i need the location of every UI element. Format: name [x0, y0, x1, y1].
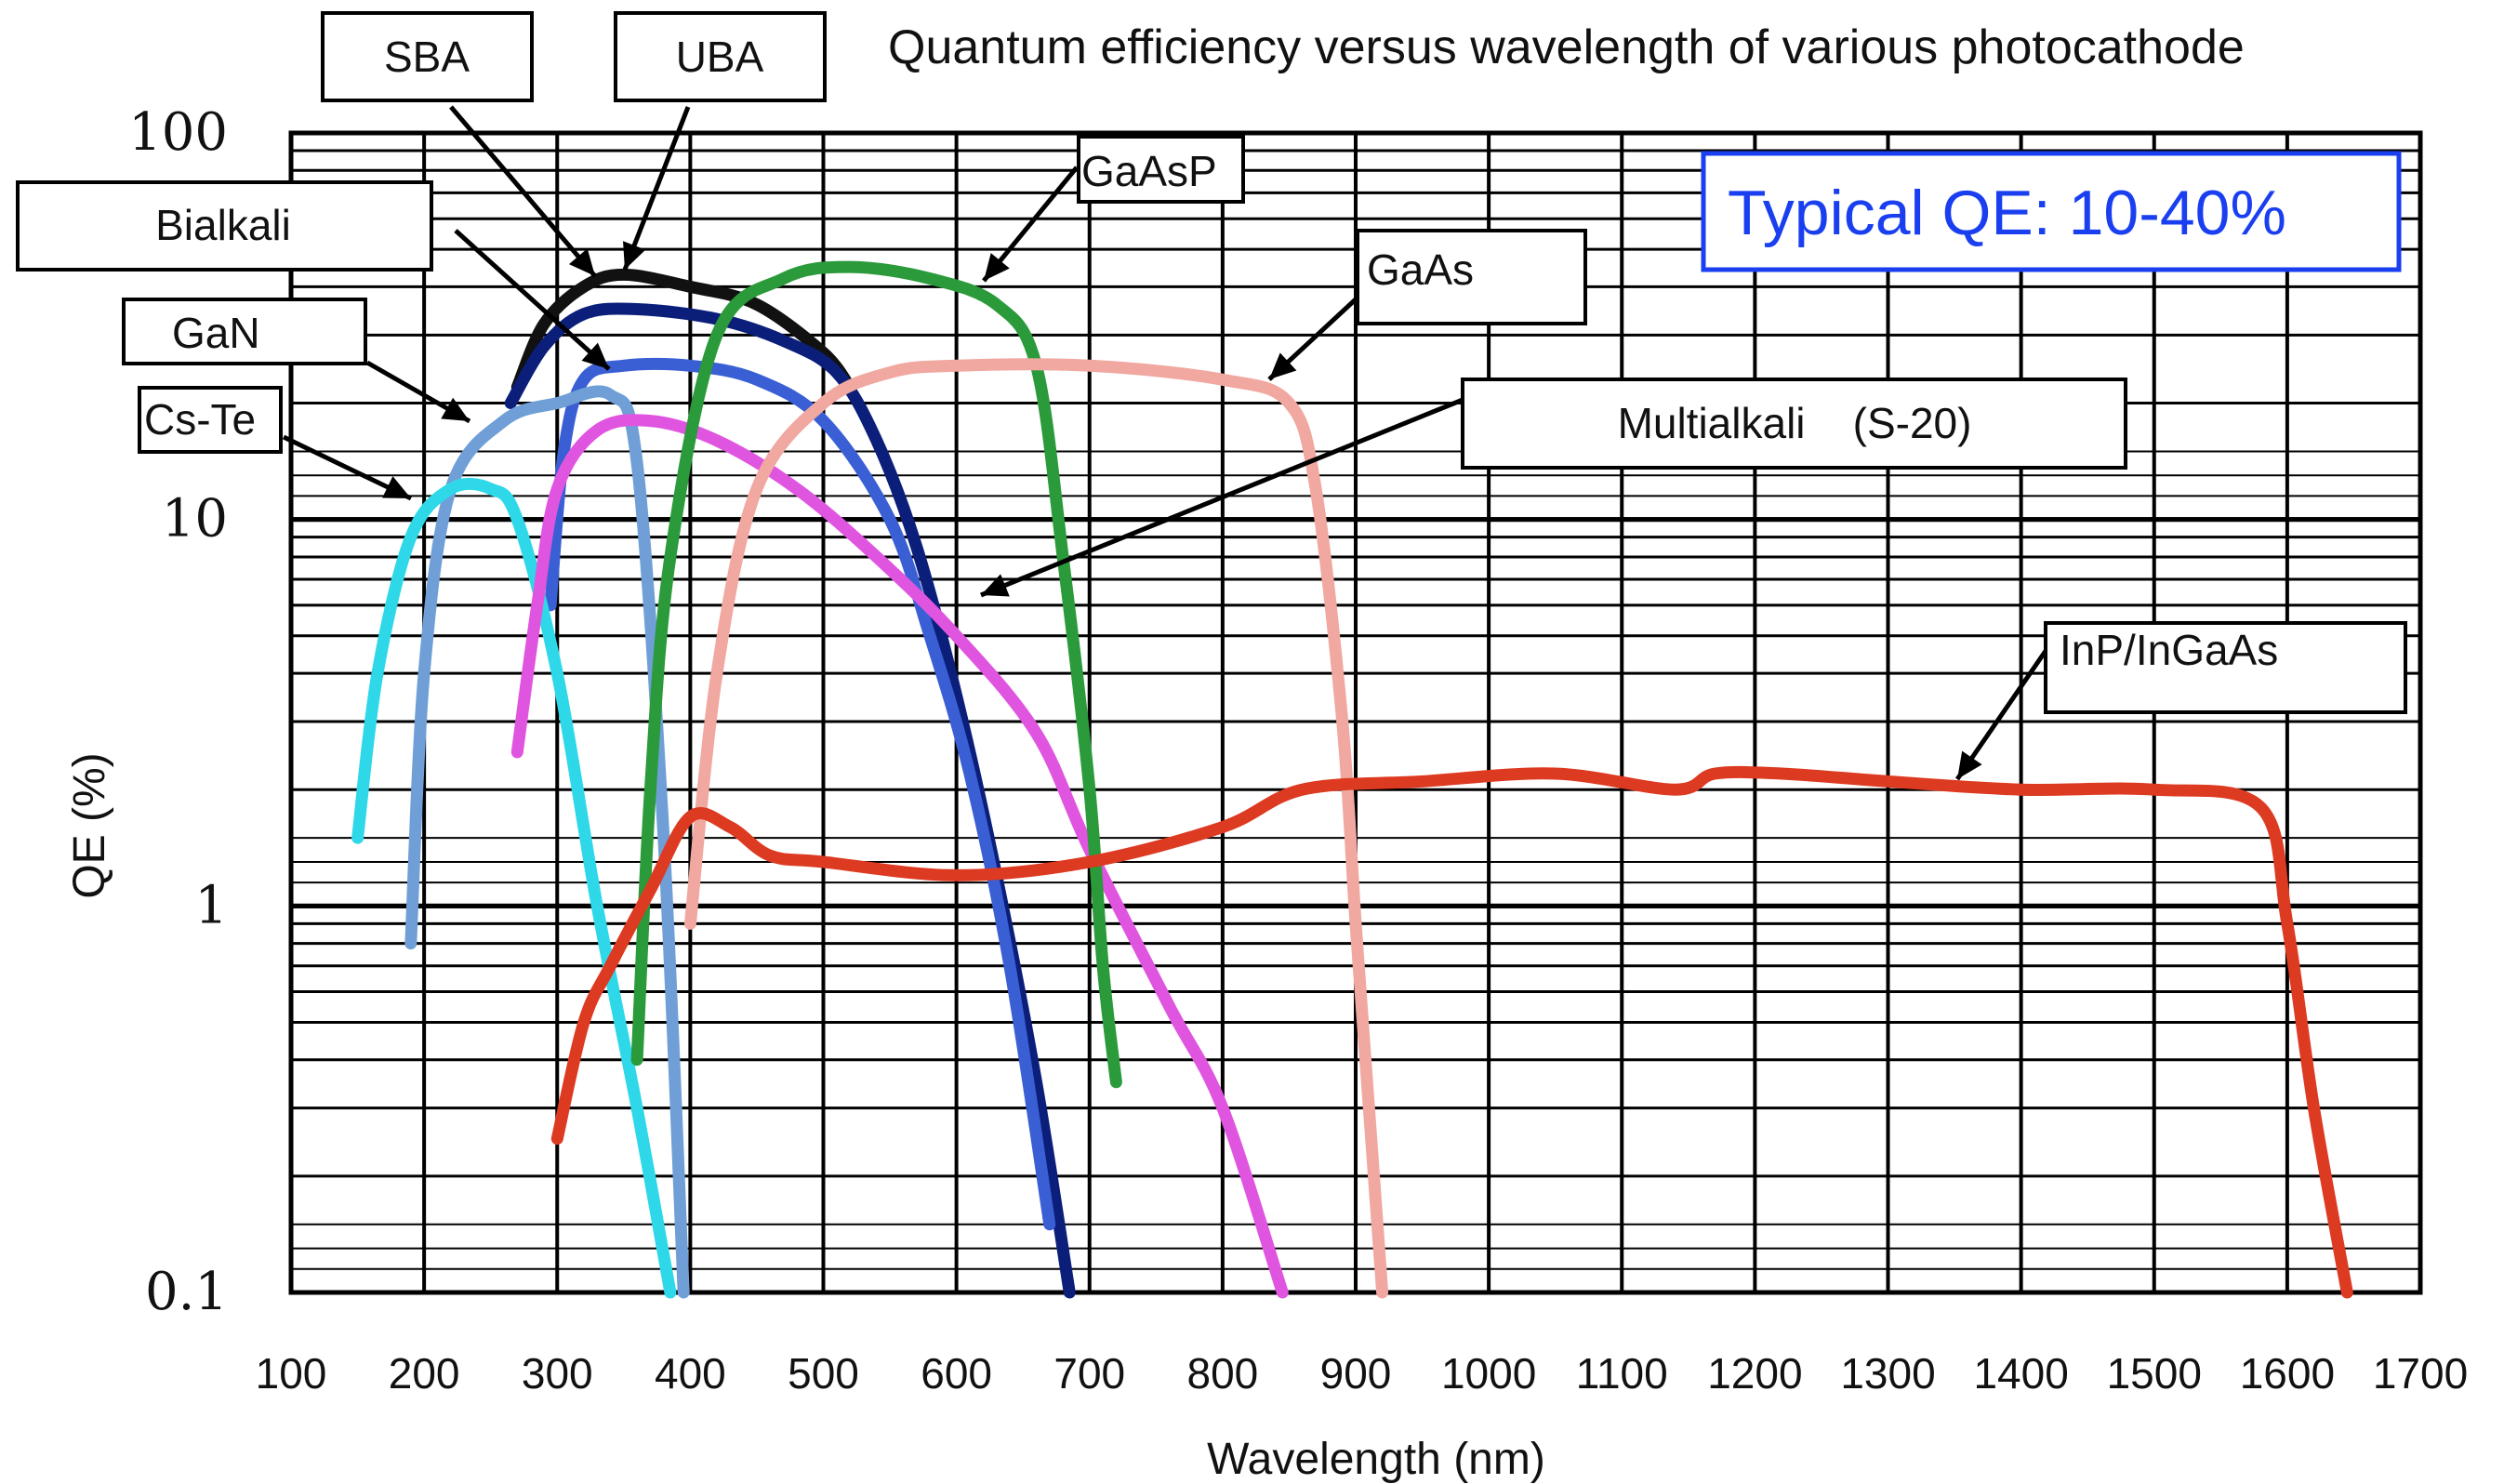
- qe-annotation: Typical QE: 10-40%: [1701, 151, 2402, 272]
- label-box: [321, 11, 534, 102]
- x-tick-label: 1300: [1840, 1349, 1935, 1398]
- x-tick-label: 100: [256, 1349, 327, 1398]
- x-tick-label: 600: [921, 1349, 992, 1398]
- x-tick-label: 400: [655, 1349, 726, 1398]
- series-label-inp-ingaas: InP/InGaAs: [1954, 621, 2407, 781]
- label-text: GaN: [172, 309, 260, 357]
- series-line-cs-te: [351, 477, 677, 1299]
- label-box: [1077, 135, 1245, 204]
- label-pointer: [622, 106, 691, 271]
- arrow-head-icon: [981, 574, 1010, 597]
- x-tick-label: 200: [389, 1349, 460, 1398]
- x-tick-label: 800: [1187, 1349, 1259, 1398]
- label-pointer: [449, 105, 597, 278]
- series-label-multialkali-s-20: Multialkali (S-20): [980, 378, 2127, 598]
- x-tick-label: 1200: [1707, 1349, 1802, 1398]
- series-line-sba: [510, 268, 856, 393]
- series-line-gaasp: [630, 260, 1122, 1089]
- series-label-bialkali: Bialkali: [16, 180, 611, 371]
- arrow-head-icon: [581, 342, 609, 369]
- series-line-multialkali-s-20: [510, 414, 1289, 1299]
- arrow-head-icon: [984, 253, 1010, 281]
- series-line-bialkali: [544, 357, 1056, 1231]
- x-tick-labels: 100 200 300 400 500 600 700 800 900 1000 1100 1200 1…: [256, 1349, 2469, 1398]
- chart-title: Quantum efficiency versus wavelength of …: [888, 20, 2245, 74]
- label-pointer: [980, 397, 1464, 598]
- arrow-head-icon: [382, 476, 411, 498]
- y-tick-label: 100: [128, 102, 228, 163]
- y-tick-labels: 0.1 1 10 100: [128, 102, 228, 1322]
- label-box: [614, 11, 827, 102]
- series-label-gaas: GaAs: [1267, 229, 1587, 381]
- y-tick-label: 1: [194, 875, 228, 935]
- series-line-inp-ingaas: [550, 765, 2353, 1299]
- label-text: GaAs: [1367, 245, 1474, 294]
- y-tick-label: 10: [162, 489, 228, 550]
- plot-frame: [288, 130, 2423, 1295]
- series-label-gan: GaN: [122, 298, 471, 424]
- x-tick-label: 900: [1320, 1349, 1392, 1398]
- annotation-text: Typical QE: 10-40%: [1728, 178, 2286, 248]
- series-line-gaas: [683, 358, 1389, 1299]
- x-tick-label: 500: [788, 1349, 859, 1398]
- label-text: UBA: [676, 33, 764, 81]
- arrow-head-icon: [568, 248, 595, 276]
- arrow-head-icon: [1957, 750, 1982, 779]
- x-tick-label: 1000: [1441, 1349, 1536, 1398]
- x-tick-label: 300: [522, 1349, 593, 1398]
- label-text: GaAsP: [1081, 147, 1217, 195]
- label-text: Bialkali: [155, 201, 291, 249]
- x-tick-label: 1500: [2107, 1349, 2202, 1398]
- arrow-head-icon: [1269, 352, 1297, 379]
- series-line-uba: [504, 302, 1076, 1299]
- label-text: SBA: [384, 33, 470, 81]
- x-tick-label: 700: [1053, 1349, 1125, 1398]
- series-line-gan: [404, 385, 690, 1299]
- series-label-gaasp: GaAsP: [982, 135, 1245, 283]
- label-text: Cs-Te: [144, 395, 256, 444]
- series-labels: SBA UBA Bialkali GaN Cs-Te GaAsP GaAs Multialka…: [16, 11, 2407, 781]
- arrow-head-icon: [441, 397, 470, 421]
- series-label-sba: SBA: [321, 11, 597, 278]
- label-box: [1356, 229, 1587, 325]
- label-text: Multialkali (S-20): [1618, 399, 1972, 447]
- arrow-head-icon: [623, 241, 646, 270]
- label-box: [122, 298, 367, 365]
- y-tick-label: 0.1: [145, 1262, 228, 1322]
- label-box: [138, 386, 283, 454]
- label-pointer: [454, 229, 611, 371]
- x-axis-title: Wavelength (nm): [1207, 1435, 1545, 1484]
- series-label-uba: UBA: [614, 11, 827, 271]
- x-tick-label: 1700: [2373, 1349, 2468, 1398]
- annotation-box: [1701, 151, 2402, 272]
- x-tick-label: 1600: [2240, 1349, 2335, 1398]
- y-axis-title: QE (%): [65, 752, 114, 898]
- label-box: [16, 180, 433, 272]
- label-box: [1461, 378, 2127, 470]
- series-label-cs-te: Cs-Te: [138, 386, 413, 501]
- series-lines: [351, 260, 2353, 1299]
- x-tick-label: 1400: [1973, 1349, 2068, 1398]
- label-text: InP/InGaAs: [2060, 626, 2278, 674]
- label-box: [2044, 621, 2407, 714]
- x-tick-label: 1100: [1576, 1349, 1668, 1398]
